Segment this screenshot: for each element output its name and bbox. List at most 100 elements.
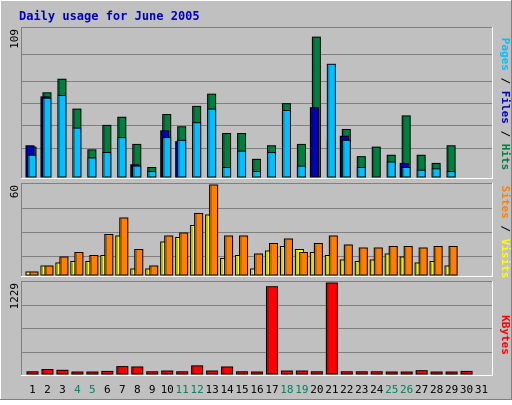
bar-pages xyxy=(87,157,97,178)
bar-sites xyxy=(358,247,368,276)
bar-kbytes xyxy=(310,371,323,375)
bar-pages xyxy=(237,150,247,178)
series-axis-label-part: Sites xyxy=(499,186,512,219)
bar-sites xyxy=(44,265,54,276)
bar-sites xyxy=(313,243,323,276)
series-axis-label-part: Files xyxy=(499,91,512,124)
x-tick-label: 22 xyxy=(340,383,353,396)
bar-kbytes xyxy=(26,371,39,375)
x-tick-label: 26 xyxy=(400,383,413,396)
x-tick-label: 25 xyxy=(385,383,398,396)
bar-pages xyxy=(341,139,351,178)
bar-kbytes xyxy=(161,370,174,375)
x-tick-label: 13 xyxy=(205,383,218,396)
bar-sites xyxy=(343,244,353,276)
bar-sites xyxy=(164,235,174,276)
bar-pages xyxy=(252,171,262,178)
bar-sites xyxy=(254,253,264,276)
bar-sites xyxy=(29,271,39,276)
chart-panel-3: 1229 KBytes xyxy=(8,281,512,376)
bar-sites xyxy=(89,255,99,276)
chart-panel-2: 60 Sites / Visits xyxy=(8,183,512,278)
bar-pages xyxy=(222,166,232,178)
bar-sites xyxy=(433,246,443,276)
bar-sites xyxy=(239,235,249,276)
bar-kbytes xyxy=(146,371,159,375)
x-tick-label: 31 xyxy=(475,383,488,396)
bar-kbytes xyxy=(56,369,69,375)
bar-pages xyxy=(102,152,112,178)
bar-pages xyxy=(431,168,441,178)
bar-sites xyxy=(74,252,84,276)
bar-kbytes xyxy=(101,370,114,375)
bar-sites xyxy=(448,246,458,276)
bar-pages xyxy=(132,165,142,178)
bar-pages xyxy=(386,161,396,178)
bar-kbytes xyxy=(86,371,99,375)
bar-pages xyxy=(207,108,217,178)
series-axis-label-part: / xyxy=(499,71,512,91)
bar-sites xyxy=(373,247,383,276)
bar-pages xyxy=(42,97,52,178)
x-tick-label: 6 xyxy=(104,383,111,396)
bar-sites xyxy=(149,265,159,276)
bar-pages xyxy=(192,122,202,178)
bar-kbytes xyxy=(206,370,219,375)
bar-kbytes xyxy=(191,365,204,375)
bar-pages xyxy=(266,152,276,178)
series-axis-label-part: Pages xyxy=(499,38,512,71)
bar-kbytes xyxy=(131,366,144,375)
bar-sites xyxy=(388,246,398,276)
bar-kbytes xyxy=(340,371,353,375)
y-axis-max-label: 1229 xyxy=(8,283,21,310)
bar-sites xyxy=(283,238,293,276)
bar-sites xyxy=(209,184,219,276)
bar-sites xyxy=(418,247,428,276)
x-tick-label: 12 xyxy=(191,383,204,396)
bar-kbytes xyxy=(355,371,368,375)
bar-sites xyxy=(119,217,129,276)
x-tick-label: 18 xyxy=(280,383,293,396)
bar-sites xyxy=(403,246,413,276)
bar-kbytes xyxy=(295,370,308,375)
x-axis-day-labels: 1 2 3 4 5 6 7 8 9 10 11 12 13 14 15 16 17 18 19 20 21 22 23 24 2… xyxy=(29,383,488,396)
series-axis-label: KBytes xyxy=(499,315,512,355)
x-tick-label: 4 xyxy=(74,383,81,396)
bar-kbytes xyxy=(236,371,249,375)
x-tick-label: 5 xyxy=(89,383,96,396)
x-tick-label: 11 xyxy=(176,383,189,396)
x-tick-label: 14 xyxy=(220,383,234,396)
x-tick-label: 24 xyxy=(370,383,384,396)
bar-kbytes xyxy=(265,286,278,375)
bar-kbytes xyxy=(445,371,458,375)
x-tick-label: 27 xyxy=(415,383,428,396)
y-axis-max-label: 60 xyxy=(8,185,21,198)
bar-kbytes xyxy=(430,371,443,375)
bar-pages xyxy=(296,165,306,178)
bar-kbytes xyxy=(400,371,413,375)
bar-pages xyxy=(281,109,291,178)
bar-sites xyxy=(104,234,114,276)
bar-kbytes xyxy=(71,371,84,375)
x-tick-label: 20 xyxy=(310,383,323,396)
bar-sites xyxy=(224,235,234,276)
bar-pages xyxy=(27,154,37,178)
chart-panel-1: 109 Pages / Files / Hits xyxy=(8,27,512,179)
bar-pages xyxy=(147,171,157,178)
bar-pages xyxy=(416,169,426,178)
bar-pages xyxy=(72,127,82,178)
y-axis-max-label: 109 xyxy=(8,29,21,49)
series-axis-label: Pages / Files / Hits xyxy=(499,38,512,171)
x-tick-label: 17 xyxy=(265,383,278,396)
x-tick-label: 16 xyxy=(250,383,263,396)
x-tick-label: 10 xyxy=(161,383,174,396)
x-tick-label: 23 xyxy=(355,383,368,396)
x-tick-label: 8 xyxy=(134,383,141,396)
bar-pages xyxy=(162,137,172,178)
bar-kbytes xyxy=(41,369,54,375)
bar-kbytes xyxy=(415,370,428,375)
x-tick-label: 29 xyxy=(445,383,458,396)
series-axis-label-part: / xyxy=(499,219,512,239)
